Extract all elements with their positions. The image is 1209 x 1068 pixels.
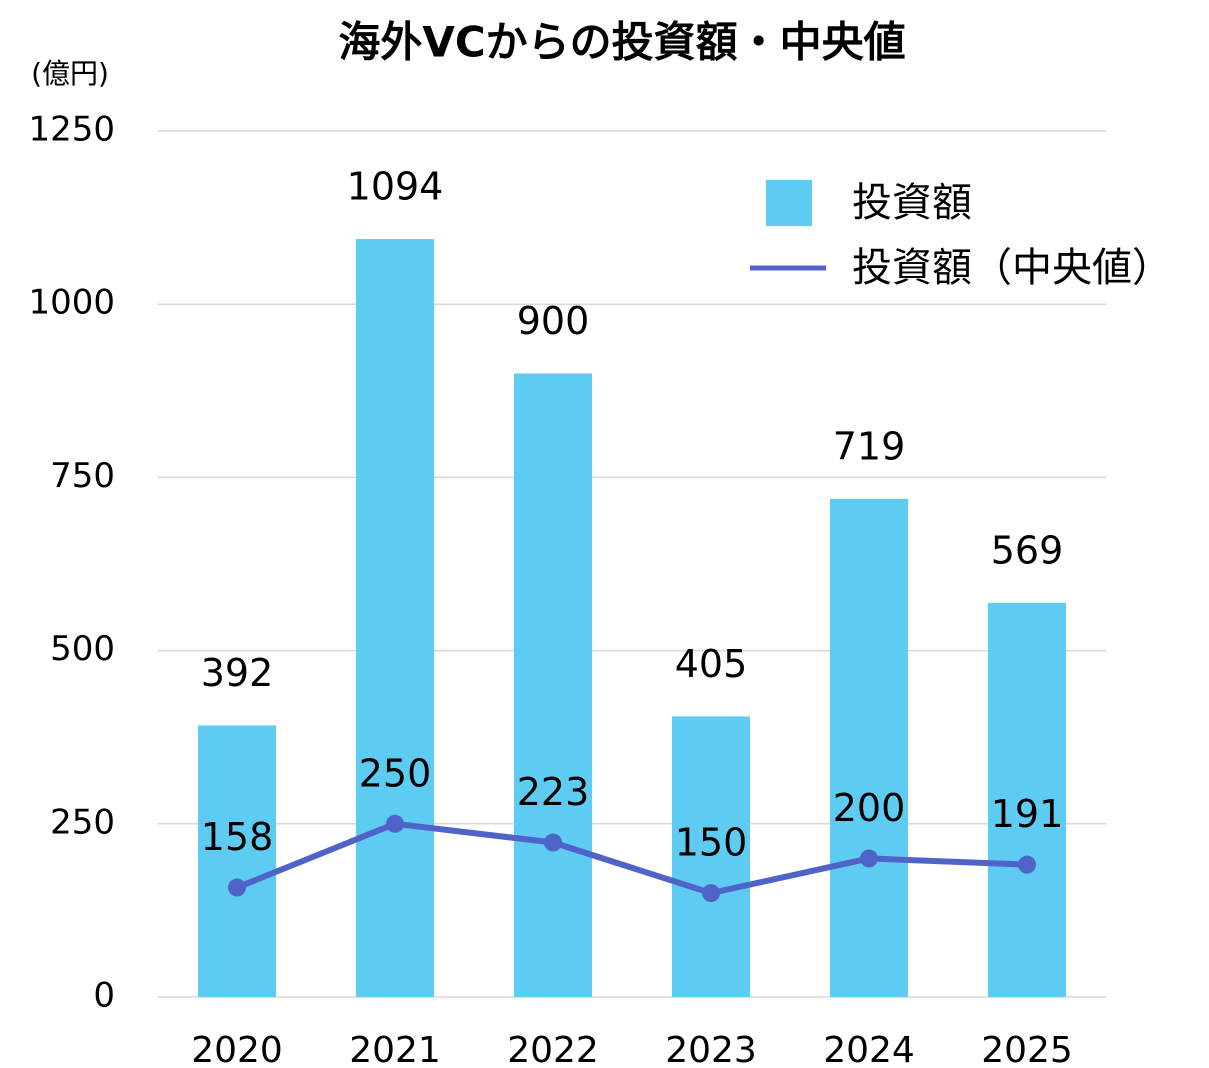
legend-swatch [766,180,812,226]
y-tick-label: 1250 [28,110,115,150]
legend-label: 投資額（中央値） [852,245,1172,291]
bar [672,716,750,997]
bar [514,373,592,998]
x-tick-label: 2020 [191,1030,283,1068]
chart-title: 海外VCからの投資額・中央値 [338,18,905,67]
line-point [386,814,404,833]
y-axis-unit: (億円) [31,57,109,90]
bar [830,498,908,997]
line-point [1018,855,1036,874]
line-point [228,878,246,897]
bar [356,239,434,998]
legend-label: 投資額 [852,180,972,226]
y-tick-label: 1000 [28,283,115,323]
line-point [860,849,878,868]
bar-value-label: 719 [833,424,906,468]
x-tick-label: 2021 [349,1030,441,1068]
bar-value-label: 1094 [347,165,444,209]
line-value-label: 158 [201,815,274,859]
line-point [702,884,720,903]
line-value-label: 223 [517,770,590,814]
bar [988,602,1066,997]
line-value-label: 191 [991,792,1064,836]
bar-value-label: 405 [675,642,748,686]
y-tick-label: 250 [50,802,115,842]
y-tick-label: 750 [50,456,115,496]
x-tick-label: 2024 [823,1030,915,1068]
x-tick-label: 2023 [665,1030,757,1068]
line-point [544,833,562,852]
bar [198,725,276,997]
line-value-label: 250 [359,751,432,795]
line-value-label: 200 [833,786,906,830]
y-tick-label: 0 [93,976,115,1016]
line-value-label: 150 [675,821,748,865]
x-tick-label: 2025 [981,1030,1073,1068]
x-tick-label: 2022 [507,1030,599,1068]
bar-value-label: 392 [201,651,274,695]
line [235,820,1028,897]
bar-value-label: 900 [517,299,590,343]
bar-value-label: 569 [991,528,1064,572]
y-tick-label: 500 [50,629,115,669]
